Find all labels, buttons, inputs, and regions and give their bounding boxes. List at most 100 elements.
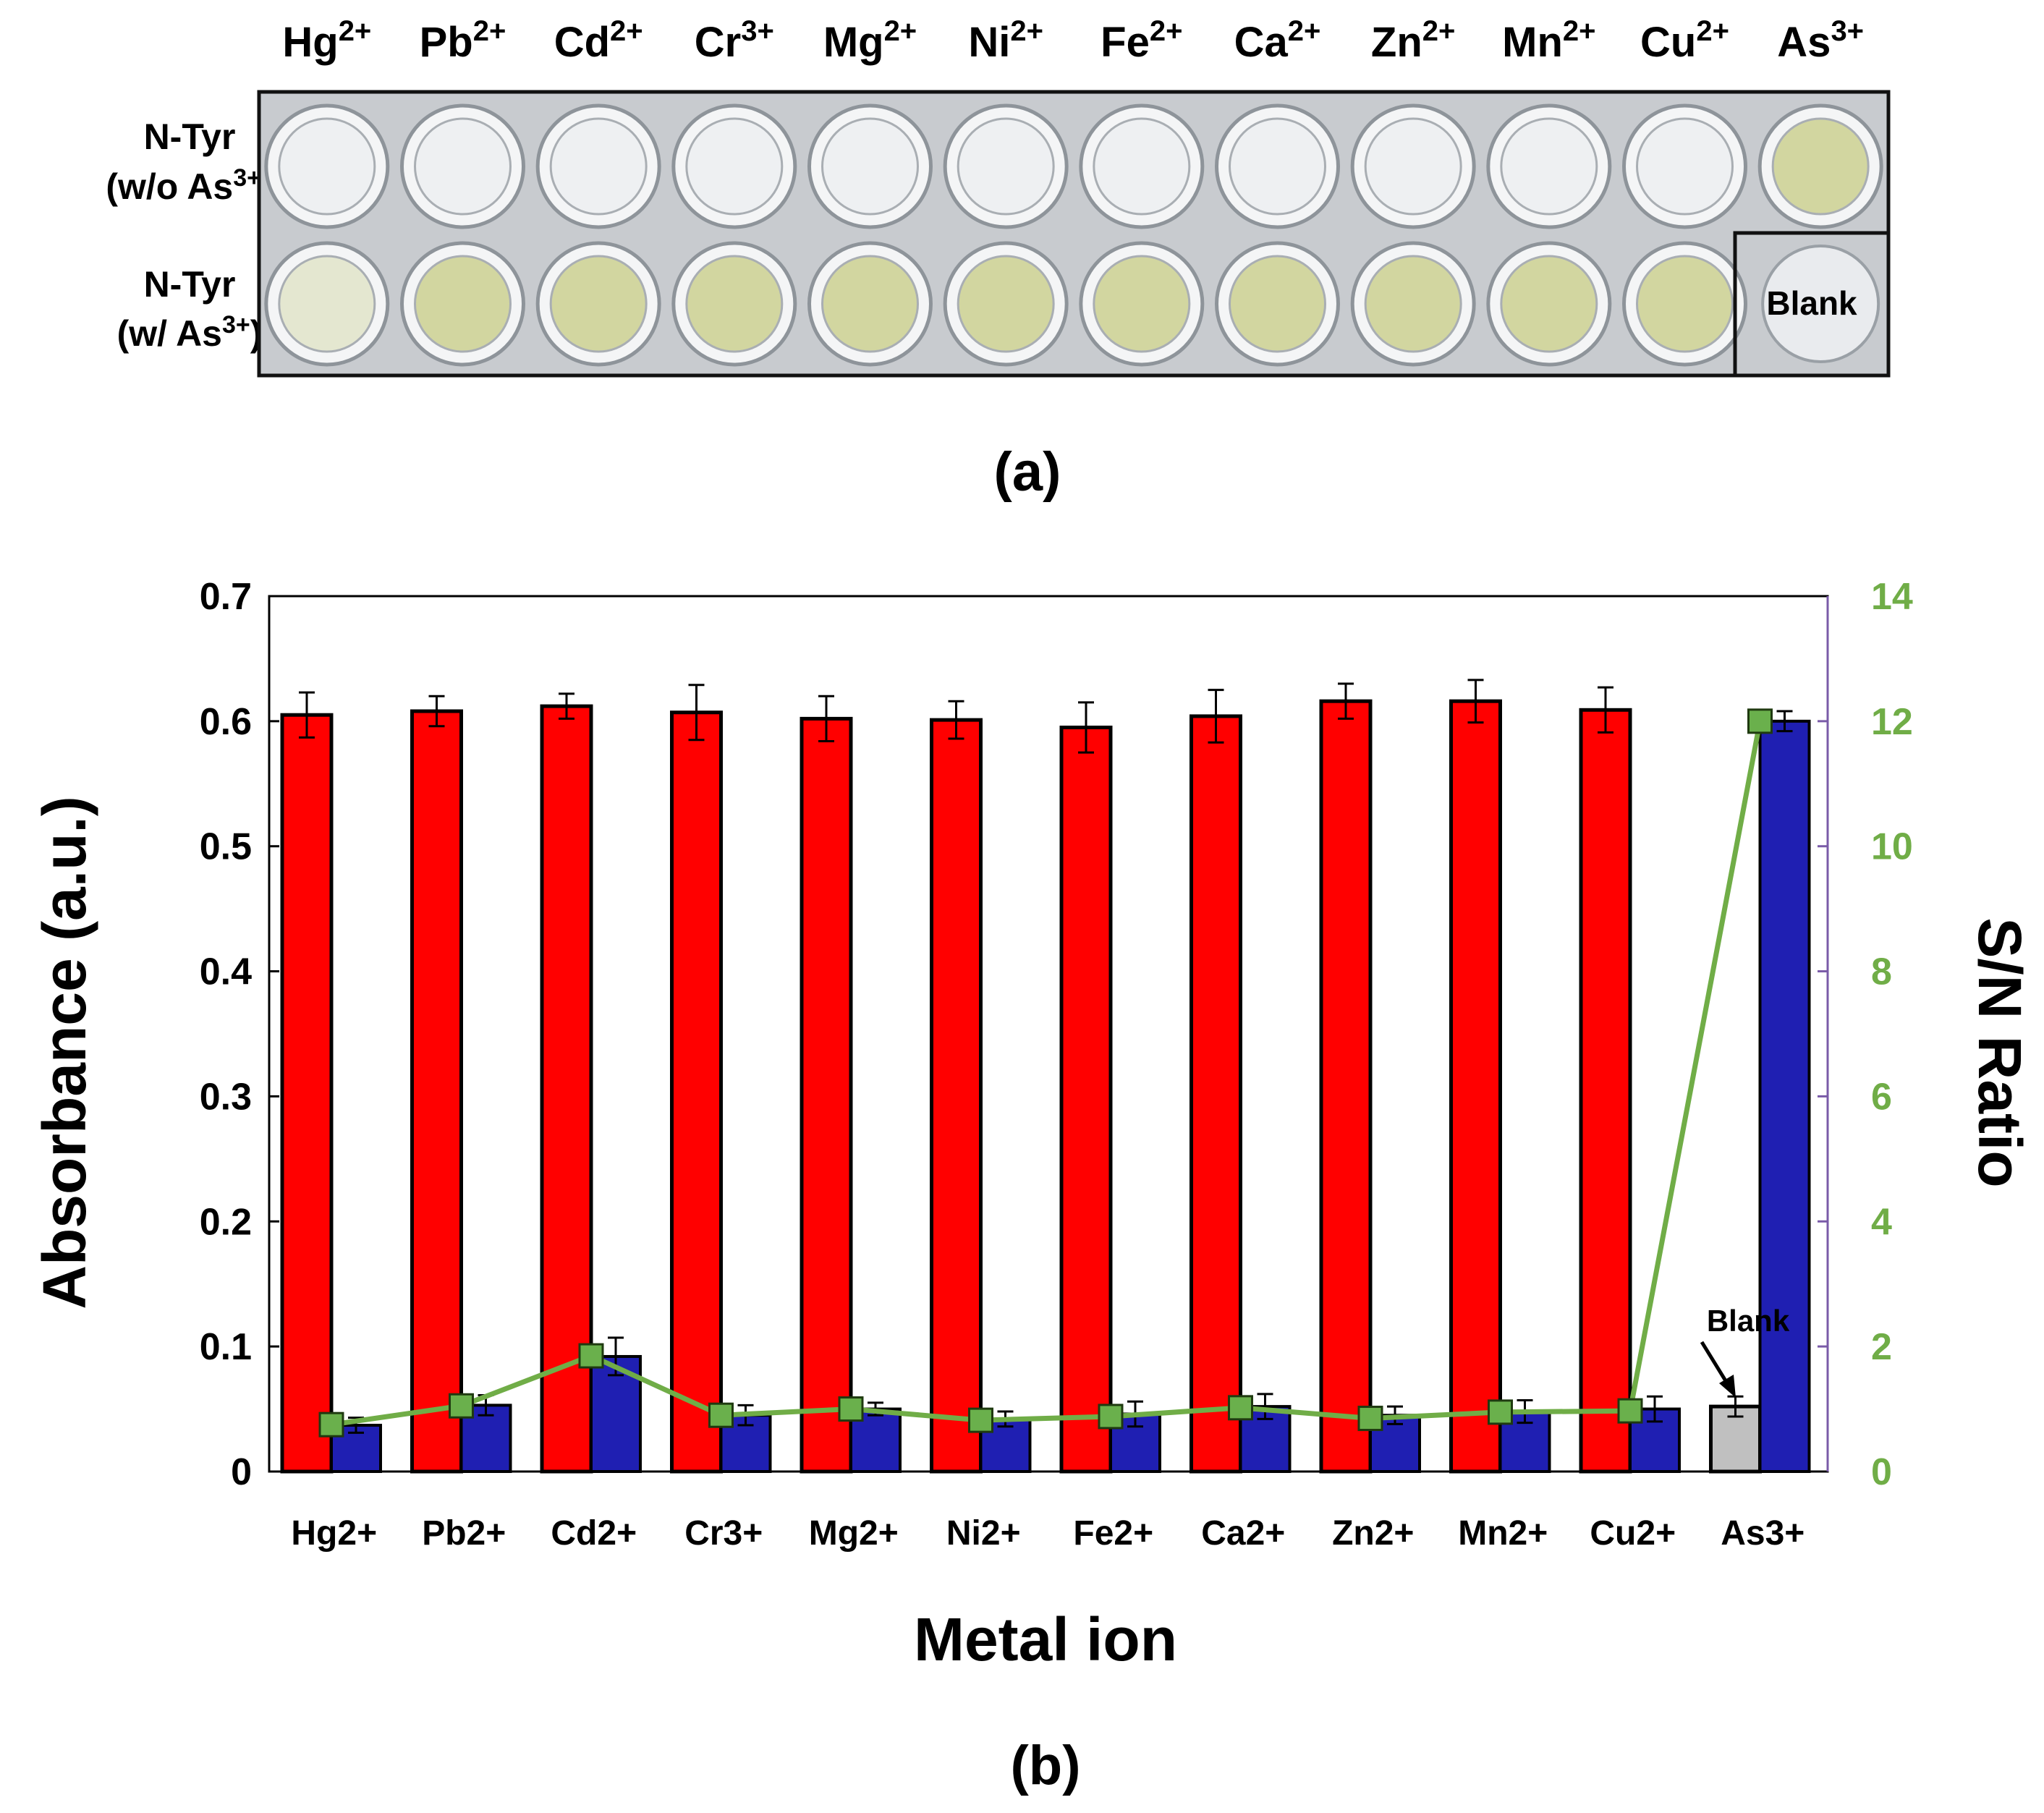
bar-with-as <box>280 713 334 1474</box>
caption-a: (a) <box>994 441 1061 503</box>
x-tick-label: Ca2+ <box>1201 1514 1285 1553</box>
ion-label-mn: Mn2+ <box>1502 15 1595 66</box>
bar-with-as <box>1059 726 1113 1474</box>
sn-ratio-point <box>968 1407 993 1433</box>
well-blank <box>1761 245 1880 363</box>
sn-ratio-point <box>1357 1406 1383 1432</box>
y2-tick-label: 2 <box>1871 1326 1892 1368</box>
blank-annotation: Blank <box>1700 1304 1790 1398</box>
sn-ratio-point <box>318 1411 344 1438</box>
wells <box>264 103 1883 367</box>
well-solution <box>1364 255 1462 353</box>
sn-ratio-point <box>578 1343 604 1369</box>
ion-label-cu: Cu2+ <box>1640 15 1729 66</box>
sn-ratio-point <box>1617 1398 1643 1424</box>
row1-label-line2: (w/o As3+) <box>106 164 273 207</box>
y-tick-label: 0 <box>231 1451 252 1493</box>
bars <box>280 699 1811 1474</box>
row2-label-line1: N-Tyr <box>144 264 236 305</box>
sn-ratio-point <box>1747 708 1773 734</box>
y2-axis-title: S/N Ratio <box>1966 917 2034 1187</box>
x-tick-label: Mg2+ <box>809 1514 899 1553</box>
ion-label-pb: Pb2+ <box>420 15 506 66</box>
x-tick-label: Hg2+ <box>291 1514 377 1553</box>
x-tick-label: Zn2+ <box>1332 1514 1414 1553</box>
well-solution <box>1500 255 1598 353</box>
bar-with-as <box>1579 708 1632 1474</box>
y2-tick-label: 12 <box>1871 701 1913 743</box>
y2-tick-label: 0 <box>1871 1451 1892 1493</box>
x-tick-label: Fe2+ <box>1073 1514 1153 1553</box>
x-tick-label: As3+ <box>1721 1514 1805 1553</box>
blank-annotation-arrowhead <box>1719 1375 1736 1398</box>
bar-with-as <box>1449 699 1502 1474</box>
panel-b-chart: 0 0.1 0.2 0.3 0.4 0.5 0.6 0.7 0 2 4 6 8 10 12 14 Hg2+ P… <box>30 576 2034 1796</box>
well-solution <box>549 117 648 216</box>
x-tick-label: Pb2+ <box>422 1514 506 1553</box>
row1-label-line1: N-Tyr <box>144 116 236 157</box>
y-tick-label: 0.4 <box>200 951 252 993</box>
well-plate <box>257 90 1891 378</box>
well-solution <box>685 255 784 353</box>
caption-b: (b) <box>1010 1735 1080 1796</box>
bar-with-as <box>1189 714 1242 1474</box>
well-solution <box>278 255 376 353</box>
y2-tick-labels: 0 2 4 6 8 10 12 14 <box>1871 576 1913 1493</box>
panel-a-photo: Hg2+ Pb2+ Cd2+ Cr3+ Mg2+ Ni2+ Fe2+ Ca2+ Zn2+ Mn2+… <box>106 15 1891 503</box>
bar-with-as <box>800 716 853 1474</box>
y2-tick-label: 8 <box>1871 951 1892 993</box>
ion-label-fe: Fe2+ <box>1101 15 1182 66</box>
well-solution <box>821 255 919 353</box>
x-tick-label: Cd2+ <box>551 1514 637 1553</box>
blank-annotation-label: Blank <box>1707 1304 1790 1338</box>
y2-tick-label: 4 <box>1871 1201 1892 1243</box>
panel-a-ion-labels: Hg2+ Pb2+ Cd2+ Cr3+ Mg2+ Ni2+ Fe2+ Ca2+ Zn2+ Mn2+… <box>282 15 1864 66</box>
bar-with-as <box>930 718 983 1474</box>
y2-tick-label: 6 <box>1871 1076 1892 1118</box>
bar-without-as <box>1758 719 1811 1473</box>
bar-with-as <box>1319 699 1373 1474</box>
ion-label-mg: Mg2+ <box>823 15 917 66</box>
y-tick-label: 0.3 <box>200 1076 252 1118</box>
ion-label-cd: Cd2+ <box>554 15 643 66</box>
ion-label-hg: Hg2+ <box>282 15 371 66</box>
well-solution <box>1500 117 1598 216</box>
x-axis-title: Metal ion <box>914 1605 1177 1673</box>
y-tick-labels: 0 0.1 0.2 0.3 0.4 0.5 0.6 0.7 <box>200 576 252 1493</box>
ion-label-cr: Cr3+ <box>695 15 774 66</box>
y2-tick-label: 14 <box>1871 576 1913 618</box>
well-solution <box>1636 255 1734 353</box>
well-solution <box>957 255 1055 353</box>
y-tick-label: 0.1 <box>200 1326 252 1368</box>
well-solution <box>414 255 512 353</box>
y2-tick-label: 10 <box>1871 826 1913 868</box>
sn-ratio-point <box>1488 1399 1513 1425</box>
well-solution <box>957 117 1055 216</box>
y-tick-label: 0.6 <box>200 701 252 743</box>
x-tick-label: Mn2+ <box>1458 1514 1548 1553</box>
well-solution <box>1093 255 1191 353</box>
y-tick-label: 0.2 <box>200 1201 252 1243</box>
row2-label-line2: (w/ As3+) <box>117 311 263 354</box>
y-axis-title: Absorbance (a.u.) <box>30 796 98 1309</box>
well-solution <box>1093 117 1191 216</box>
sn-ratio-series <box>318 708 1773 1438</box>
well-solution <box>821 117 919 216</box>
x-tick-labels: Hg2+ Pb2+ Cd2+ Cr3+ Mg2+ Ni2+ Fe2+ Ca2+ Zn2+ Mn2+… <box>291 1514 1805 1553</box>
well-solution <box>685 117 784 216</box>
well-solution <box>549 255 648 353</box>
well-solution <box>1229 117 1326 216</box>
blank-well-label: Blank <box>1766 284 1857 322</box>
sn-ratio-line <box>331 721 1763 1427</box>
x-tick-label: Cr3+ <box>684 1514 763 1553</box>
well-solution <box>1771 117 1870 216</box>
sn-ratio-point <box>449 1393 474 1419</box>
bar-with-as <box>670 710 723 1474</box>
ion-label-ca: Ca2+ <box>1234 15 1321 66</box>
x-tick-label: Ni2+ <box>946 1514 1021 1553</box>
sn-ratio-point <box>838 1396 864 1422</box>
x-tick-label: Cu2+ <box>1590 1514 1676 1553</box>
sn-ratio-point <box>1098 1404 1124 1430</box>
well-solution <box>1364 117 1462 216</box>
